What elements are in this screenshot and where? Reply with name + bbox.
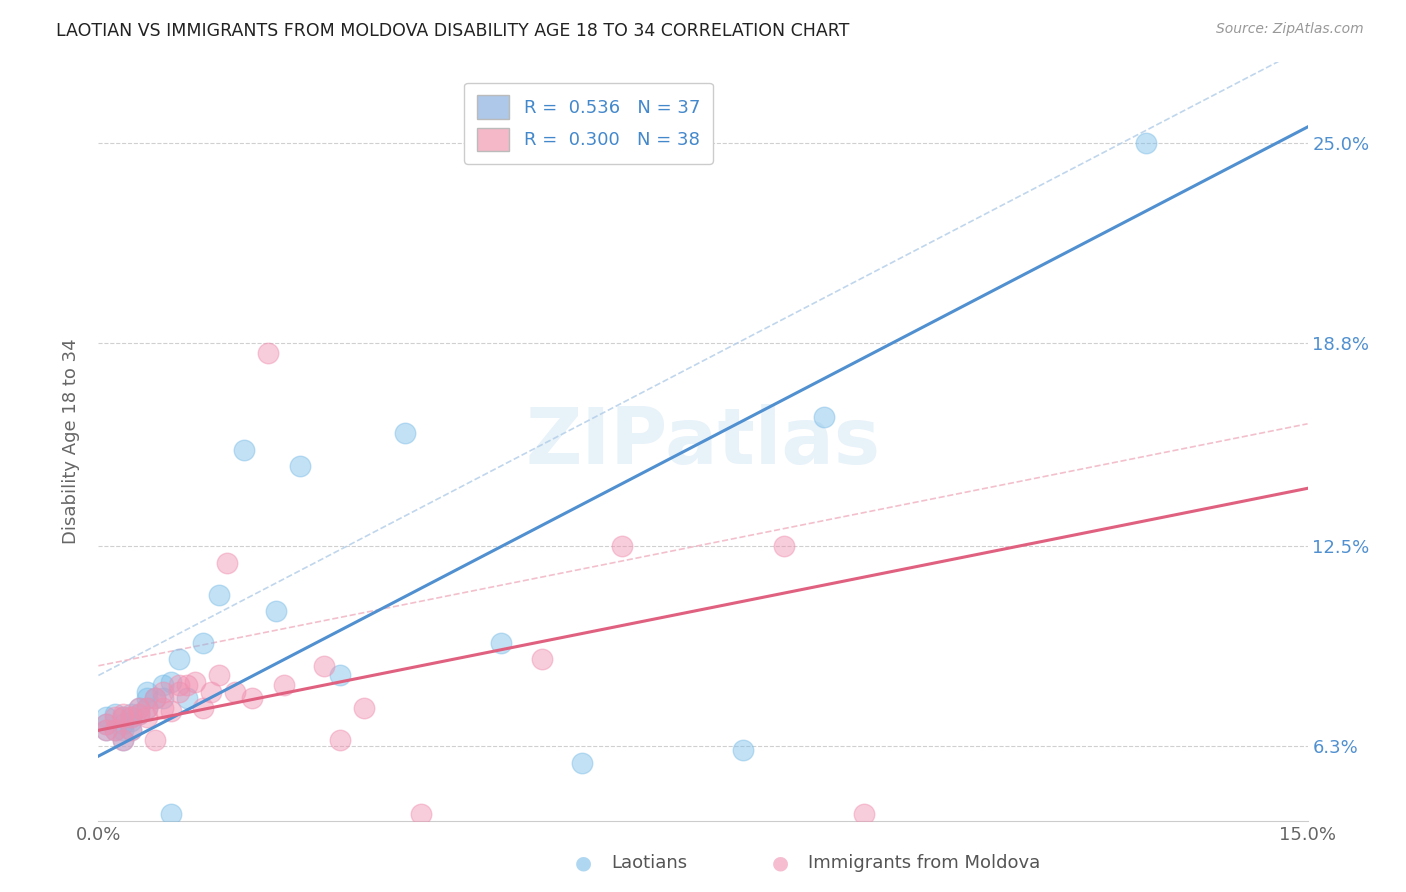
Point (103, 723, 125, 738)
Point (120, 723, 142, 738)
Point (772, 540, 794, 554)
Text: Laotians: Laotians (612, 855, 688, 872)
Point (184, 674, 207, 689)
Point (152, 691, 174, 706)
Point (120, 710, 142, 724)
Point (167, 678, 190, 692)
Point (256, 346, 278, 360)
Point (96, 716, 118, 731)
Point (353, 700, 375, 714)
Point (160, 807, 183, 822)
Point (103, 710, 125, 724)
Point (240, 691, 263, 706)
Point (176, 678, 198, 692)
Point (135, 710, 157, 724)
Point (128, 707, 150, 722)
Point (853, 807, 876, 822)
Point (1135, 136, 1157, 150)
Point (167, 684, 190, 698)
Point (143, 691, 166, 706)
Point (120, 710, 142, 724)
Point (96, 723, 118, 738)
Point (208, 668, 231, 682)
Point (813, 410, 835, 425)
Text: LAOTIAN VS IMMIGRANTS FROM MOLDOVA DISABILITY AGE 18 TO 34 CORRELATION CHART: LAOTIAN VS IMMIGRANTS FROM MOLDOVA DISAB… (56, 22, 849, 40)
Text: Immigrants from Moldova: Immigrants from Moldova (808, 855, 1040, 872)
Point (571, 756, 593, 770)
Point (135, 691, 157, 706)
Point (111, 733, 134, 747)
Point (409, 807, 432, 822)
Point (232, 442, 254, 457)
Point (200, 684, 222, 698)
Point (160, 674, 183, 689)
Point (111, 733, 134, 747)
Point (111, 710, 134, 724)
Point (143, 733, 166, 747)
Point (152, 678, 174, 692)
Point (217, 556, 239, 570)
Text: ●: ● (575, 854, 592, 872)
Point (530, 652, 553, 666)
Point (329, 733, 352, 747)
Point (208, 588, 231, 602)
Point (135, 684, 157, 698)
Point (96, 716, 118, 731)
Point (273, 678, 295, 692)
Point (128, 700, 150, 714)
Point (103, 723, 125, 738)
Point (176, 691, 198, 706)
Point (152, 684, 174, 698)
Point (394, 426, 416, 441)
Point (264, 604, 287, 618)
Point (329, 668, 352, 682)
Point (167, 652, 190, 666)
Point (193, 636, 215, 650)
Point (103, 707, 125, 722)
Point (128, 700, 150, 714)
Point (193, 700, 215, 714)
Point (314, 658, 336, 673)
Point (120, 714, 142, 728)
Legend: R =  0.536   N = 37, R =  0.300   N = 38: R = 0.536 N = 37, R = 0.300 N = 38 (464, 83, 713, 163)
Y-axis label: Disability Age 18 to 34: Disability Age 18 to 34 (62, 339, 80, 544)
Point (160, 704, 183, 718)
Point (135, 700, 157, 714)
Point (135, 700, 157, 714)
Point (288, 458, 311, 473)
Point (120, 707, 142, 722)
Point (224, 684, 246, 698)
Point (120, 723, 142, 738)
Point (111, 710, 134, 724)
Text: ZIPatlas: ZIPatlas (526, 403, 880, 480)
Point (491, 636, 513, 650)
Point (111, 723, 134, 738)
Point (111, 707, 134, 722)
Point (612, 540, 634, 554)
Point (96, 710, 118, 724)
Text: Source: ZipAtlas.com: Source: ZipAtlas.com (1216, 22, 1364, 37)
Point (128, 707, 150, 722)
Point (111, 716, 134, 731)
Text: ●: ● (772, 854, 789, 872)
Point (96, 723, 118, 738)
Point (143, 691, 166, 706)
Point (733, 742, 755, 756)
Point (152, 700, 174, 714)
